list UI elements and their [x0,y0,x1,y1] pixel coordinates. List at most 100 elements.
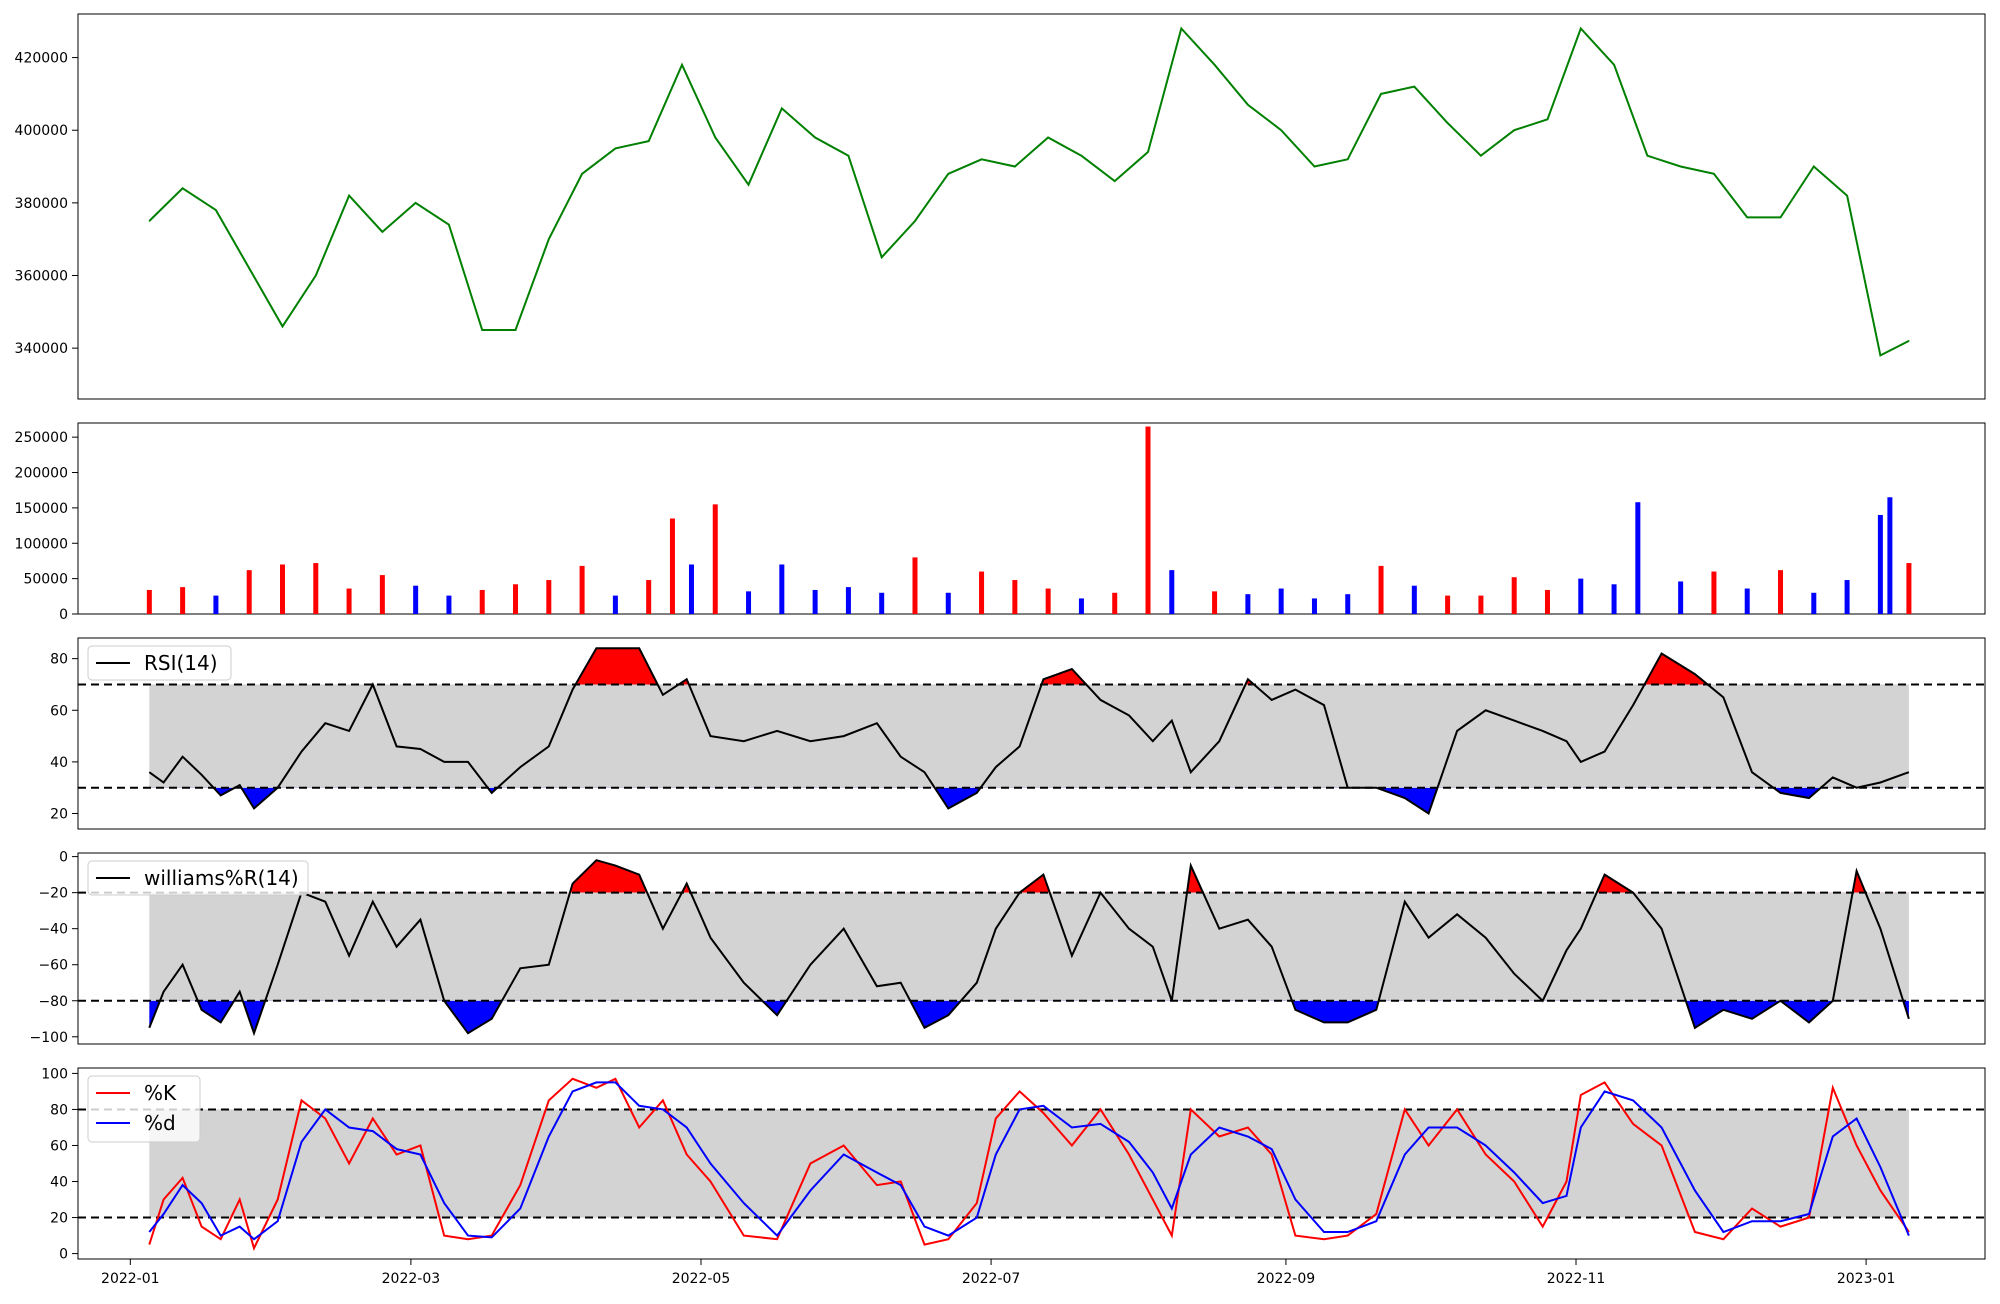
legend: %K %d [87,1075,201,1143]
price-point [1213,64,1216,66]
price-point [847,155,850,157]
volume-bar [1711,571,1717,614]
volume-bar [1311,598,1317,614]
price-point [1779,216,1782,218]
price-point [448,224,450,226]
y-tick-label: 400000 [15,123,68,139]
volume-bar [546,580,552,614]
volume-bar [180,587,186,614]
volume-bar [746,591,752,614]
price-point [248,267,250,269]
price-point [415,202,417,204]
volume-bar [246,570,252,614]
price-point [1147,151,1149,153]
volume-bar [1012,580,1018,614]
price-point [1713,173,1715,175]
volume-bar [945,592,951,614]
y-tick-label: −100 [30,1030,68,1046]
price-point [1580,27,1582,30]
volume-bar [1478,595,1484,614]
panel-3-frame [77,852,1986,1045]
volume-bar [1212,591,1218,614]
volume-bar [1045,588,1051,614]
x-tick-label: 2022-09 [1257,1271,1316,1287]
volume-bar [1145,426,1151,614]
indicator-line [148,647,1910,816]
panel-4-frame [77,1067,1986,1260]
volume-bar [688,564,694,614]
price-point [1480,155,1482,157]
panel-3-band [149,892,1909,1001]
stochastic-band [149,1109,1909,1218]
volume-bar [1887,497,1893,614]
volume-bar [346,588,352,614]
y-tick-label: 100000 [15,536,68,552]
panel-1-frame [77,422,1986,615]
price-point [1908,340,1910,342]
panel-0-frame [77,13,1986,400]
legend-label: RSI(14) [144,651,218,675]
price-point [581,173,583,175]
volume-bar [912,557,918,614]
y-tick-label: −40 [38,922,68,938]
volume-bar [513,584,519,614]
y-tick-label: 50000 [23,572,68,588]
price-point [681,64,683,66]
y-tick-label: 0 [59,607,68,623]
price-point [215,209,217,211]
y-tick-label: 60 [50,703,68,719]
volume-bar [1678,581,1684,614]
volume-bar [1112,592,1118,614]
price-point [781,107,783,110]
price-point [814,136,816,139]
oversold-fill [149,1000,1909,1034]
y-tick-label: 80 [50,652,68,668]
volume-bar [479,589,485,614]
y-tick-label: 420000 [15,51,68,67]
volume-bar [413,585,419,614]
price-point [148,220,150,222]
price-point [1746,216,1748,218]
price-point [1180,27,1182,30]
volume-bar [279,564,285,614]
legend-label: %d [144,1111,176,1135]
price-point [481,329,483,331]
volume-bar [1445,595,1451,614]
y-tick-label: −20 [38,886,68,902]
price-point [1613,64,1615,66]
volume-bar [579,565,585,614]
volume-bar [1078,598,1084,614]
y-tick-label: 100 [41,1066,68,1082]
volume-bar [1844,580,1850,614]
volume-bar [1169,570,1175,614]
price-point [1447,122,1449,124]
y-tick-label: −60 [38,958,68,974]
volume-bar [1245,594,1251,614]
x-tick-label: 2022-11 [1547,1271,1606,1287]
price-point [1513,129,1515,131]
price-point [947,173,949,175]
price-point [381,231,383,233]
price-point [315,274,317,277]
y-tick-label: 40 [50,1175,68,1191]
y-tick-label: 20 [50,807,68,823]
legend: RSI(14) [87,645,232,681]
price-point [281,325,284,327]
legend-label: %K [144,1081,177,1105]
price-point [1047,136,1049,139]
volume-bar [1511,577,1517,614]
volume-bar [313,563,319,614]
price-point [714,136,716,139]
volume-bar [1278,588,1284,614]
price-point [1347,158,1349,160]
volume-bar [1635,502,1641,614]
y-tick-label: 360000 [15,269,68,285]
overbought-fill [149,648,1909,685]
legend-box [87,860,309,896]
volume-bar [812,589,818,614]
price-point [1879,354,1881,357]
volume-bar [1906,563,1912,614]
price-point [648,140,650,142]
price-point [348,195,350,197]
y-tick-label: 20 [50,1211,68,1227]
